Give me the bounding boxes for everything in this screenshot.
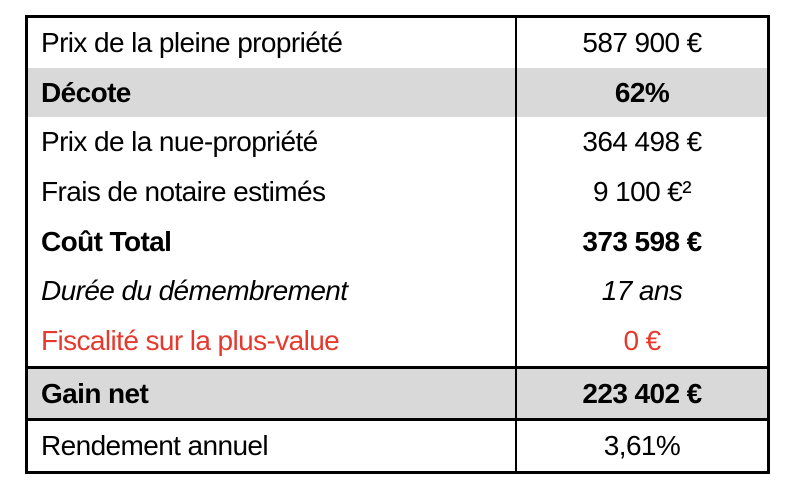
row-label: Prix de la nue-propriété: [41, 126, 318, 158]
table-row: Durée du démembrement 17 ans: [28, 266, 767, 317]
row-label: Frais de notaire estimés: [41, 175, 326, 207]
row-value: 223 402 €: [515, 368, 767, 419]
table-row: Rendement annuel 3,61%: [28, 421, 767, 472]
row-label: Durée du démembrement: [41, 275, 348, 307]
row-value: 3,61%: [515, 421, 767, 472]
row-value: 0 €: [515, 316, 767, 366]
table-row: Prix de la pleine propriété 587 900 €: [28, 18, 767, 68]
row-label: Fiscalité sur la plus-value: [41, 324, 340, 356]
row-value: 17 ans: [515, 266, 767, 317]
table-row: Fiscalité sur la plus-value 0 €: [28, 316, 767, 366]
table-row: Gain net 223 402 €: [28, 365, 767, 422]
table-row: Prix de la nue-propriété 364 498 €: [28, 117, 767, 168]
row-value: 587 900 €: [515, 18, 767, 68]
row-label: Rendement annuel: [41, 430, 269, 462]
table-row: Décote 62%: [28, 67, 767, 118]
row-value: 373 598 €: [515, 216, 767, 267]
table-row: Coût Total 373 598 €: [28, 216, 767, 267]
row-label: Décote: [41, 76, 131, 108]
row-value: 364 498 €: [515, 117, 767, 168]
row-label: Prix de la pleine propriété: [41, 26, 343, 58]
row-label: Gain net: [41, 377, 149, 409]
valuation-table: Prix de la pleine propriété 587 900 € Dé…: [25, 15, 770, 474]
row-value: 62%: [515, 67, 767, 118]
row-label: Coût Total: [41, 225, 172, 257]
row-value: 9 100 €²: [515, 167, 767, 217]
table-row: Frais de notaire estimés 9 100 €²: [28, 167, 767, 217]
